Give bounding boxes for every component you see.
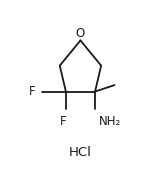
Text: O: O bbox=[76, 27, 85, 40]
Text: F: F bbox=[60, 115, 67, 128]
Text: HCl: HCl bbox=[69, 145, 92, 159]
Text: F: F bbox=[28, 85, 35, 98]
Text: NH₂: NH₂ bbox=[99, 115, 121, 128]
